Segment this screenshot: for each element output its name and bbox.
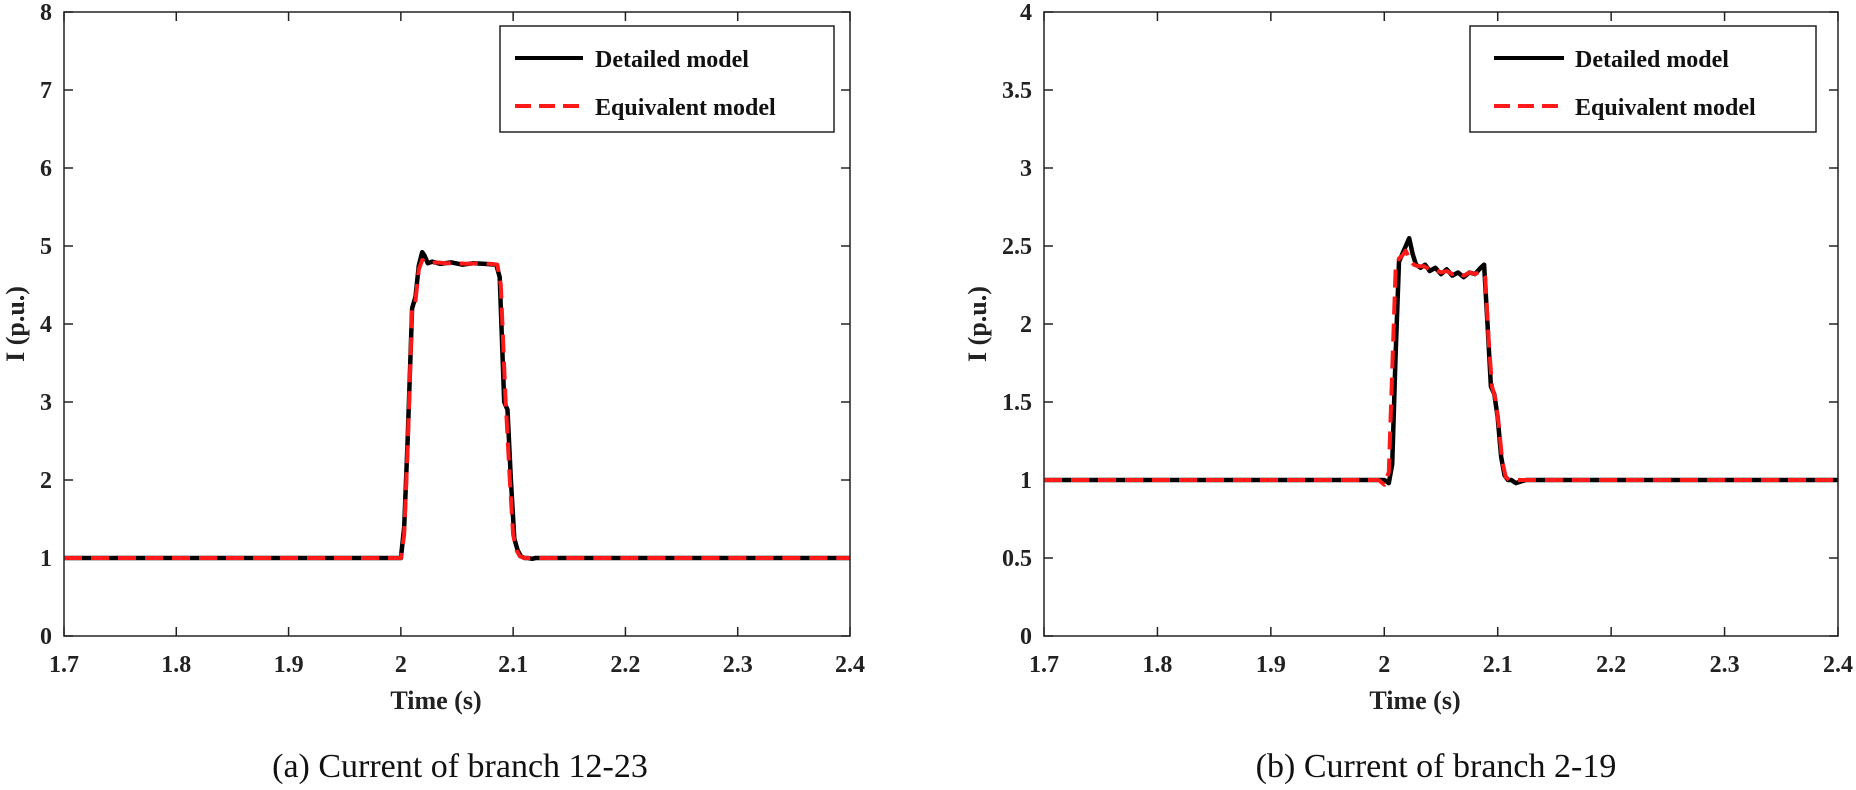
panel-a-xtick-label: 2.4 [835,652,865,678]
panel-a-xlabel: Time (s) [390,686,481,715]
panel-a-ticks: 1.7 1.8 1.9 2 2.1 2.2 2.3 2.4 0 1 2 3 4 5 6 7 8 [40,0,865,678]
panel-a-caption: (a) Current of branch 12-23 [272,748,648,785]
panel-a-ytick-label: 3 [40,390,52,416]
panel-a-ytick-label: 6 [40,156,52,182]
panel-b-series-detailed-line [1044,235,1838,486]
panel-a-lines [64,249,850,562]
panel-b-legend-box [1469,25,1817,133]
panel-a-xtick-label: 2.1 [498,652,528,678]
panel-b-lines [1044,235,1838,487]
panel-b-ytick-label: 2.5 [1002,234,1032,260]
panel-a-xtick-label: 2 [395,652,407,678]
panel-b-xtick-label: 2.2 [1596,652,1626,678]
panel-a-ytick-label: 7 [40,78,52,104]
panel-a-series-detailed-line [64,249,850,562]
panel-a-ytick-label: 0 [40,624,52,650]
panel-a: 1.7 1.8 1.9 2 2.1 2.2 2.3 2.4 0 1 2 3 4 5 6 7 8 Detailed… [1,0,865,785]
panel-b-legend: Detailed model Equivalent model [1469,25,1817,133]
panel-b-ytick-label: 1.5 [1002,390,1032,416]
panel-b-xtick-label: 2.3 [1710,652,1740,678]
panel-b: 1.7 1.8 1.9 2 2.1 2.2 2.3 2.400.511.522.533.54 … [963,0,1853,785]
panel-a-ytick-label: 4 [40,312,52,338]
panel-b-caption: (b) Current of branch 2-19 [1256,748,1617,785]
panel-a-ytick-label: 2 [40,468,52,494]
panel-b-ylabel: I (p.u.) [963,286,992,362]
panel-b-ytick-label: 3.5 [1002,78,1032,104]
panel-b-ytick-label: 0.5 [1002,546,1032,572]
panel-b-xlabel: Time (s) [1369,686,1460,715]
panel-a-xtick-label: 1.7 [49,652,79,678]
panel-a-xtick-label: 2.2 [610,652,640,678]
panel-b-xtick-label: 2 [1378,652,1390,678]
panel-b-xtick-label: 2.1 [1483,652,1513,678]
panel-b-legend-label-equivalent: Equivalent model [1575,95,1756,121]
panel-a-ytick-label: 8 [40,0,52,26]
panel-b-xtick-label: 1.7 [1029,652,1059,678]
panel-a-xtick-label: 1.9 [274,652,304,678]
panel-b-series-equivalent-line [1044,248,1838,487]
panel-b-ytick-label: 1 [1020,468,1032,494]
panel-b-xtick-label: 1.9 [1256,652,1286,678]
panel-b-legend-label-detailed: Detailed model [1575,47,1729,73]
panel-b-ytick-label: 3 [1020,156,1032,182]
panel-b-ticks: 1.7 1.8 1.9 2 2.1 2.2 2.3 2.4 0 0.5 1 1.5 2 2.5 3 3.5 4 [1002,0,1853,678]
panel-a-legend: Detailed model Equivalent model [499,25,835,133]
panel-a-legend-label-equivalent: Equivalent model [595,95,776,121]
panel-b-axes-box [1043,11,1839,637]
panel-a-legend-box [499,25,835,133]
panel-b-xtick-label: 2.4 [1823,652,1853,678]
panel-a-ylabel: I (p.u.) [1,286,30,362]
panel-b-ytick-label: 0 [1020,624,1032,650]
panel-b-xtick-label: 1.8 [1142,652,1172,678]
panel-b-ytick-label: 4 [1020,0,1032,26]
panel-a-ytick-label: 5 [40,234,52,260]
panel-a-series-equivalent-line [64,258,850,560]
panel-a-xtick-label: 1.8 [161,652,191,678]
panel-a-legend-label-detailed: Detailed model [595,47,749,73]
panel-a-xtick-label: 2.3 [723,652,753,678]
panel-a-ytick-label: 1 [40,546,52,572]
panel-a-axes-box [63,11,851,637]
panel-b-ytick-label: 2 [1020,312,1032,338]
